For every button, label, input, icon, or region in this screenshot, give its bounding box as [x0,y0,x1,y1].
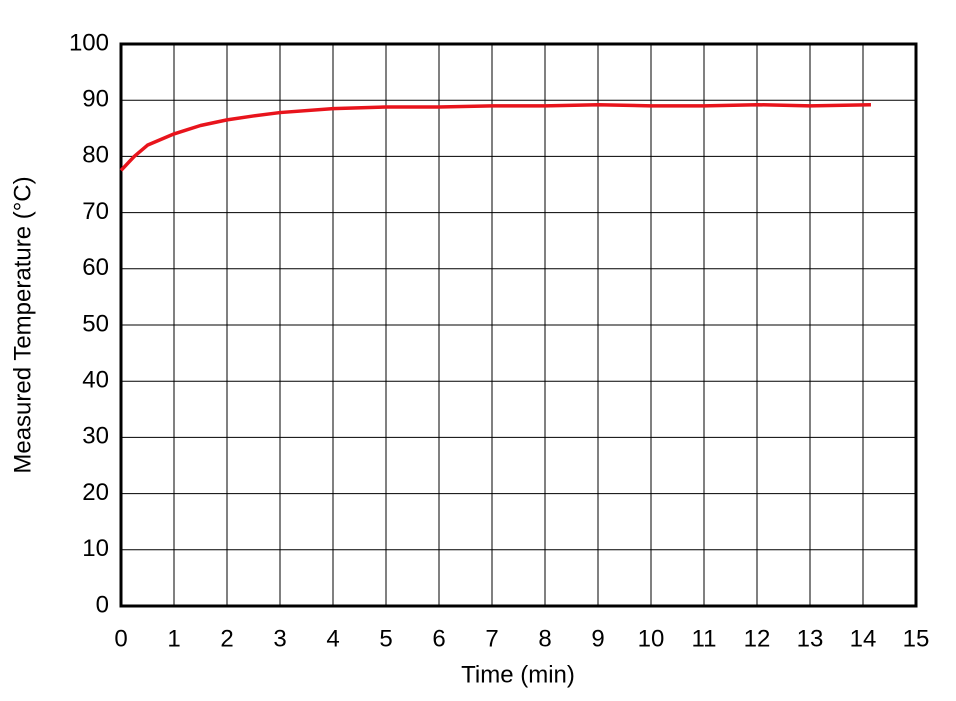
x-tick-label: 13 [797,625,824,652]
y-tick-label: 40 [82,367,109,394]
x-tick-label: 12 [744,625,771,652]
x-tick-label: 3 [273,625,286,652]
y-tick-label: 70 [82,198,109,225]
y-tick-label: 100 [69,29,109,56]
x-tick-label: 14 [850,625,877,652]
x-axis-label: Time (min) [461,661,575,688]
y-tick-label: 50 [82,310,109,337]
y-tick-label: 20 [82,479,109,506]
y-tick-label: 10 [82,535,109,562]
plot-frame [119,42,918,608]
data-line [119,102,871,172]
y-tick-label: 80 [82,142,109,169]
y-tick-label: 60 [82,254,109,281]
x-tick-label: 0 [114,625,127,652]
x-tick-label: 11 [692,625,717,652]
x-tick-label: 10 [638,625,665,652]
y-axis-label: Measured Temperature (°C) [9,176,36,473]
x-tick-label: 15 [903,625,930,652]
x-tick-label: 4 [326,625,339,652]
x-tick-label: 8 [538,625,551,652]
y-tick-label: 0 [96,591,109,618]
y-tick-label: 30 [82,423,109,450]
x-tick-label: 2 [220,625,233,652]
y-tick-label: 90 [82,86,109,113]
x-tick-label: 6 [432,625,445,652]
x-tick-label: 5 [379,625,392,652]
x-tick-label: 9 [591,625,604,652]
x-tick-label: 1 [167,625,180,652]
x-tick-label: 7 [485,625,498,652]
